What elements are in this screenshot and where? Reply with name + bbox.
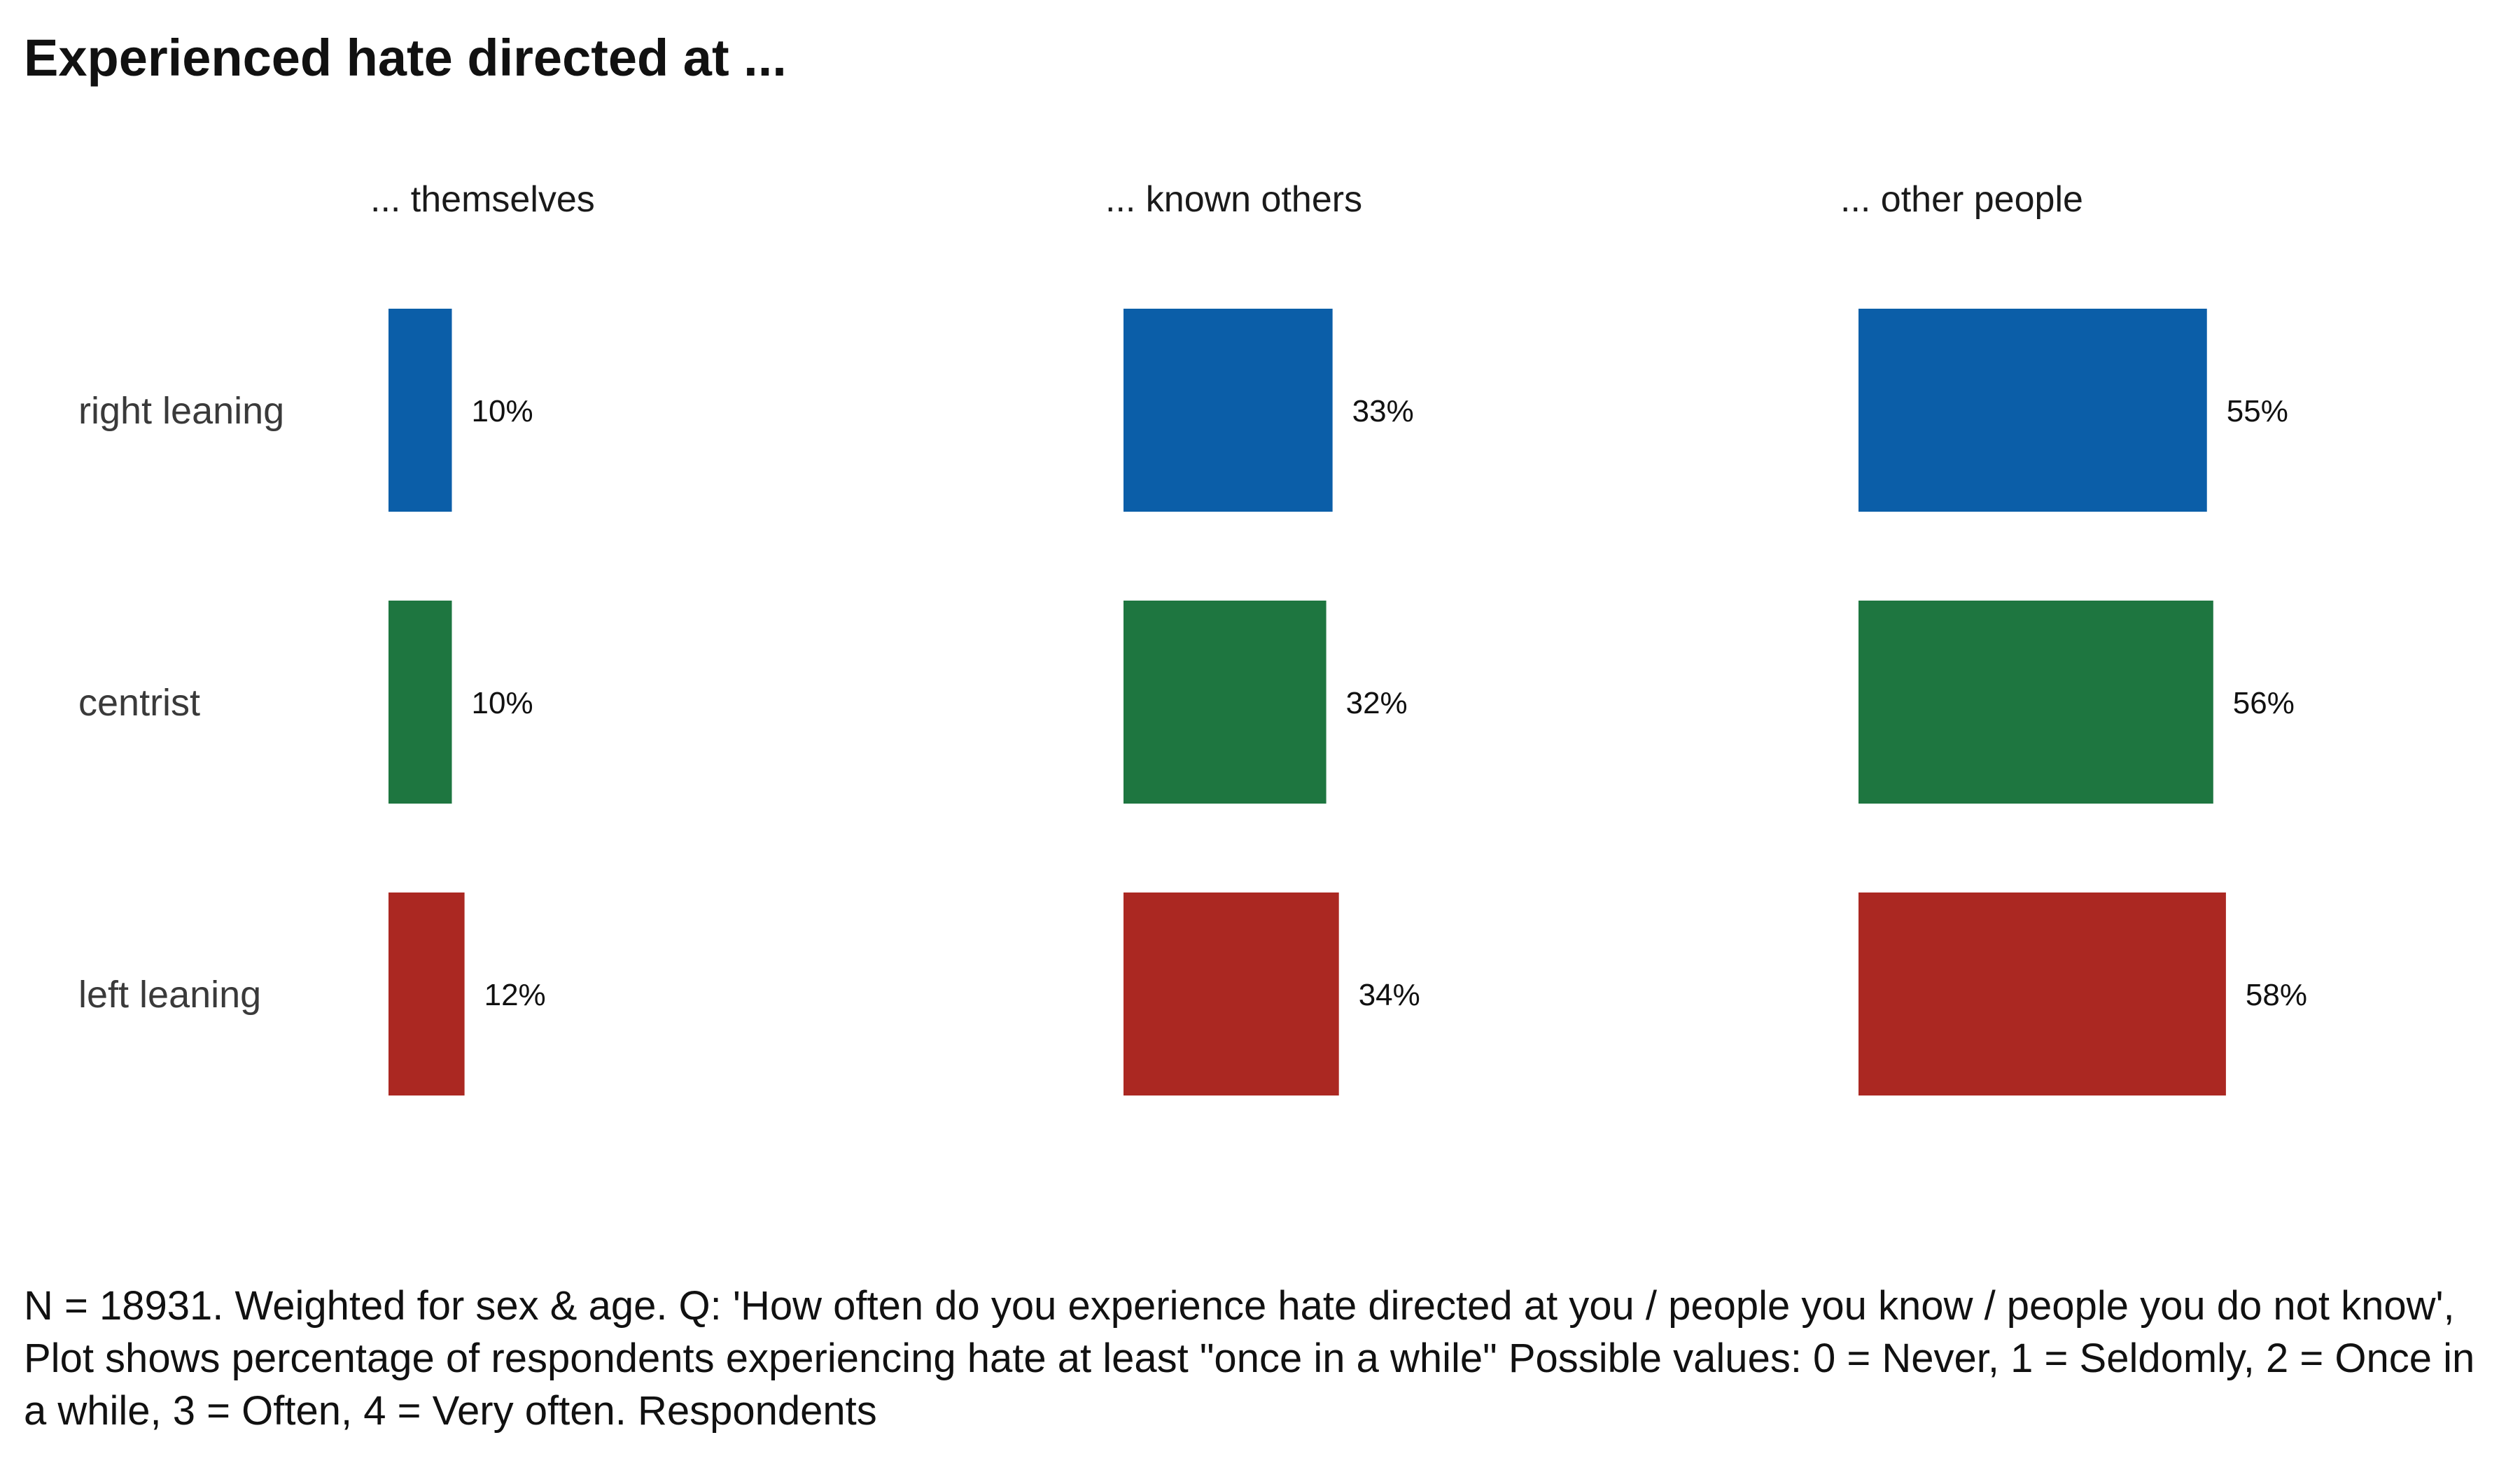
bar — [388, 892, 465, 1096]
value-label: 58% — [2246, 978, 2307, 1012]
chart-title: Experienced hate directed at ... — [24, 29, 787, 87]
value-label: 56% — [2233, 686, 2295, 720]
bar — [1858, 309, 2207, 512]
facet-label: ... known others — [1105, 179, 1362, 220]
value-labels: 10% 10% 12% 33% 32% 34% 55% 56% 58% — [472, 394, 2307, 1012]
bar — [388, 309, 452, 512]
chart-caption: N = 18931. Weighted for sex & age. Q: 'H… — [24, 1283, 2475, 1434]
bar — [1858, 601, 2213, 804]
category-labels: right leaning centrist left leaning — [78, 390, 284, 1016]
value-label: 33% — [1352, 394, 1414, 428]
value-label: 12% — [484, 978, 546, 1012]
facet-labels: ... themselves ... known others ... other … — [370, 179, 2083, 220]
bars — [388, 309, 2226, 1096]
facet-label: ... themselves — [370, 179, 595, 220]
category-label: right leaning — [78, 390, 284, 432]
category-label: centrist — [78, 682, 200, 724]
value-label: 10% — [472, 686, 533, 720]
bar — [1858, 892, 2226, 1096]
bar — [1124, 309, 1333, 512]
value-label: 34% — [1359, 978, 1420, 1012]
value-label: 32% — [1346, 686, 1408, 720]
bar — [388, 601, 452, 804]
bar — [1124, 601, 1326, 804]
value-label: 10% — [472, 394, 533, 428]
bar — [1124, 892, 1339, 1096]
value-label: 55% — [2227, 394, 2288, 428]
category-label: left leaning — [78, 974, 261, 1016]
facet-label: ... other people — [1840, 179, 2083, 220]
